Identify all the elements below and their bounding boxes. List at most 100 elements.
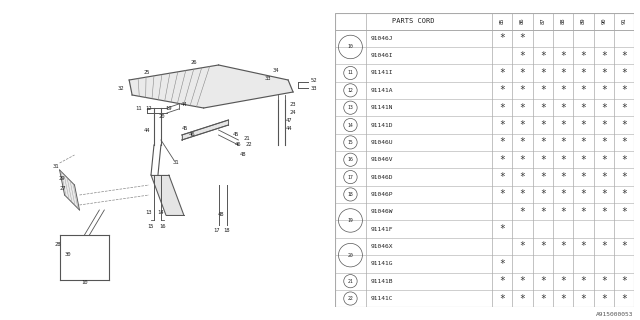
Text: 44: 44 bbox=[144, 127, 150, 132]
Text: 20: 20 bbox=[159, 114, 165, 118]
Text: 27: 27 bbox=[60, 186, 66, 190]
Text: *: * bbox=[520, 207, 525, 217]
Text: 91046X: 91046X bbox=[371, 244, 393, 249]
Text: 21: 21 bbox=[243, 135, 250, 140]
Text: 91046W: 91046W bbox=[371, 209, 393, 214]
Text: *: * bbox=[540, 85, 546, 95]
Polygon shape bbox=[182, 120, 228, 140]
Text: *: * bbox=[540, 137, 546, 148]
Text: 91046J: 91046J bbox=[371, 36, 393, 41]
Text: 91: 91 bbox=[621, 18, 627, 24]
Text: *: * bbox=[499, 85, 505, 95]
Text: *: * bbox=[520, 33, 525, 43]
Text: 15: 15 bbox=[348, 140, 353, 145]
Text: 89: 89 bbox=[581, 18, 586, 24]
Text: 91141G: 91141G bbox=[371, 261, 393, 266]
Text: 91141A: 91141A bbox=[371, 88, 393, 93]
Text: *: * bbox=[560, 155, 566, 165]
Text: *: * bbox=[621, 172, 627, 182]
Text: 85: 85 bbox=[500, 18, 504, 24]
Text: *: * bbox=[540, 103, 546, 113]
Text: *: * bbox=[560, 242, 566, 252]
Text: *: * bbox=[601, 155, 607, 165]
Text: *: * bbox=[621, 68, 627, 78]
Text: *: * bbox=[520, 242, 525, 252]
Text: 91046V: 91046V bbox=[371, 157, 393, 162]
Text: *: * bbox=[499, 172, 505, 182]
Text: *: * bbox=[520, 172, 525, 182]
Text: 45: 45 bbox=[182, 125, 188, 131]
Text: *: * bbox=[540, 189, 546, 199]
Text: 48: 48 bbox=[240, 153, 246, 157]
Text: PARTS CORD: PARTS CORD bbox=[392, 18, 435, 24]
Polygon shape bbox=[60, 170, 79, 210]
Text: 91141D: 91141D bbox=[371, 123, 393, 128]
Text: 19: 19 bbox=[166, 106, 172, 110]
Text: *: * bbox=[621, 189, 627, 199]
Text: *: * bbox=[601, 242, 607, 252]
Text: 33: 33 bbox=[310, 85, 317, 91]
Text: *: * bbox=[621, 51, 627, 61]
Text: *: * bbox=[520, 155, 525, 165]
Text: 16: 16 bbox=[348, 157, 353, 162]
Text: *: * bbox=[499, 68, 505, 78]
Text: 88: 88 bbox=[561, 18, 566, 24]
Text: *: * bbox=[621, 293, 627, 304]
Text: 13: 13 bbox=[348, 105, 353, 110]
Text: 20: 20 bbox=[348, 253, 353, 258]
Text: *: * bbox=[560, 68, 566, 78]
Text: *: * bbox=[621, 276, 627, 286]
Text: 31: 31 bbox=[52, 164, 59, 170]
Text: 48: 48 bbox=[218, 212, 224, 218]
Text: *: * bbox=[621, 137, 627, 148]
Text: *: * bbox=[580, 103, 586, 113]
Text: *: * bbox=[580, 207, 586, 217]
Text: 44: 44 bbox=[286, 125, 292, 131]
Text: *: * bbox=[499, 276, 505, 286]
Text: 91046I: 91046I bbox=[371, 53, 393, 58]
Text: *: * bbox=[580, 172, 586, 182]
Text: 16: 16 bbox=[159, 223, 166, 228]
Text: *: * bbox=[540, 51, 546, 61]
Text: *: * bbox=[499, 120, 505, 130]
Text: *: * bbox=[601, 276, 607, 286]
Text: *: * bbox=[520, 293, 525, 304]
Text: *: * bbox=[540, 293, 546, 304]
Text: *: * bbox=[560, 172, 566, 182]
Text: 91141I: 91141I bbox=[371, 70, 393, 76]
Text: *: * bbox=[621, 103, 627, 113]
Text: *: * bbox=[580, 68, 586, 78]
Text: 25: 25 bbox=[144, 69, 150, 75]
Text: *: * bbox=[520, 51, 525, 61]
Text: 17: 17 bbox=[213, 228, 220, 233]
Text: *: * bbox=[621, 120, 627, 130]
Text: *: * bbox=[560, 137, 566, 148]
Text: *: * bbox=[499, 155, 505, 165]
Text: *: * bbox=[540, 276, 546, 286]
Text: 30: 30 bbox=[64, 252, 71, 258]
Text: *: * bbox=[580, 51, 586, 61]
Text: 91141N: 91141N bbox=[371, 105, 393, 110]
Text: *: * bbox=[621, 155, 627, 165]
Text: 14: 14 bbox=[157, 210, 164, 214]
Text: *: * bbox=[520, 68, 525, 78]
Text: *: * bbox=[499, 33, 505, 43]
Text: 86: 86 bbox=[520, 18, 525, 24]
Text: 10: 10 bbox=[348, 44, 353, 50]
Text: *: * bbox=[560, 120, 566, 130]
Text: 87: 87 bbox=[540, 18, 545, 24]
Text: *: * bbox=[499, 189, 505, 199]
Text: 23: 23 bbox=[290, 102, 296, 108]
Polygon shape bbox=[151, 175, 184, 215]
Text: 32: 32 bbox=[118, 85, 124, 91]
Text: *: * bbox=[601, 85, 607, 95]
Text: *: * bbox=[540, 155, 546, 165]
Text: *: * bbox=[580, 189, 586, 199]
Text: *: * bbox=[499, 293, 505, 304]
Text: *: * bbox=[601, 103, 607, 113]
Text: *: * bbox=[499, 259, 505, 269]
Text: 47: 47 bbox=[286, 117, 292, 123]
Text: *: * bbox=[520, 120, 525, 130]
Text: *: * bbox=[520, 189, 525, 199]
Text: *: * bbox=[580, 155, 586, 165]
